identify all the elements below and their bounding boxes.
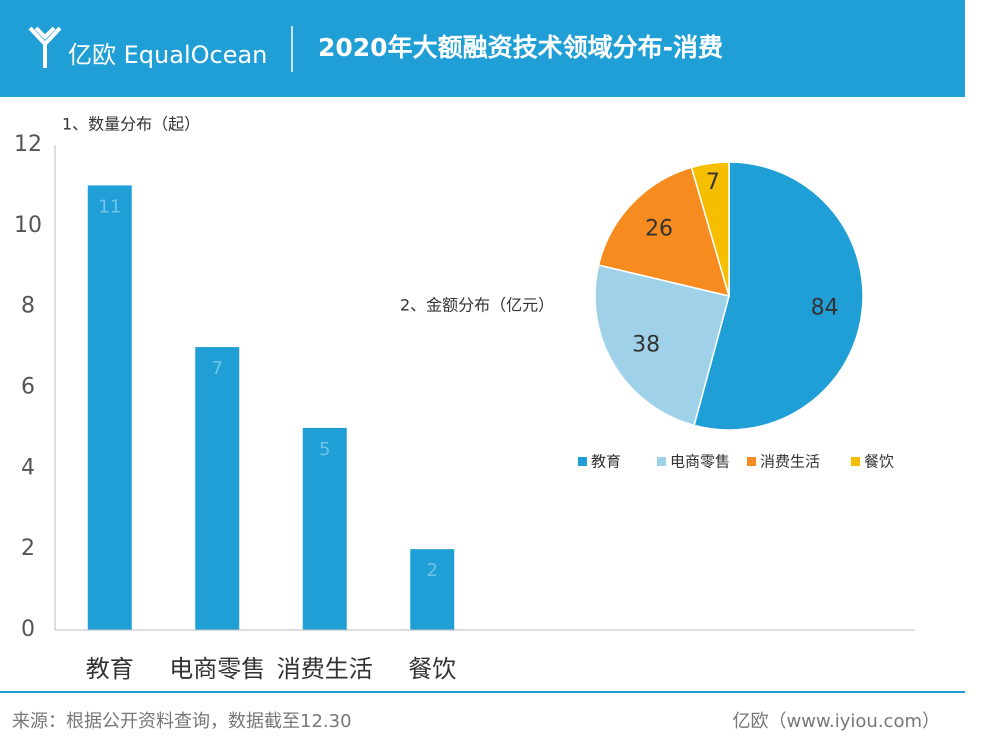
logo-text: 亿欧 EqualOcean	[68, 41, 267, 69]
pie-slice	[693, 161, 864, 431]
legend-label: 餐饮	[864, 453, 894, 471]
pie-slice	[594, 264, 730, 427]
slice-label: 38	[632, 332, 660, 357]
y-tick-label: 4	[21, 455, 35, 480]
slice-label: 84	[811, 296, 839, 321]
legend-swatch	[657, 457, 666, 466]
bar	[302, 427, 347, 630]
header-bar	[0, 0, 965, 97]
logo-icon	[28, 26, 62, 68]
y-tick-label: 10	[14, 213, 42, 238]
bar-value-label: 11	[98, 196, 121, 217]
x-tick-label: 消费生活	[277, 655, 373, 683]
y-tick-label: 0	[21, 617, 35, 642]
x-tick-label: 教育	[86, 655, 134, 683]
y-tick-label: 12	[14, 132, 42, 157]
bar	[87, 185, 132, 630]
pie-slice	[597, 166, 731, 298]
y-tick-label: 6	[21, 375, 35, 400]
legend-swatch	[578, 457, 587, 466]
x-tick-label: 餐饮	[408, 655, 456, 683]
y-tick-label: 2	[21, 536, 35, 561]
slice-label: 26	[645, 217, 673, 242]
bar-value-label: 2	[427, 560, 438, 581]
legend-swatch	[851, 457, 860, 466]
slice-label: 7	[706, 170, 720, 195]
bar-value-label: 7	[212, 358, 223, 379]
footer-source: 来源：根据公开资料查询，数据截至12.30	[12, 711, 352, 732]
legend-swatch	[747, 457, 756, 466]
y-tick-label: 8	[21, 294, 35, 319]
bar-value-label: 5	[319, 439, 330, 460]
legend-label: 消费生活	[760, 453, 820, 471]
bar	[195, 347, 240, 630]
x-tick-label: 电商零售	[169, 655, 265, 683]
bar	[410, 549, 455, 630]
pie-slice	[690, 161, 730, 297]
header-title: 2020年大额融资技术领域分布-消费	[318, 33, 723, 62]
legend-label: 教育	[591, 453, 621, 471]
bar-title: 1、数量分布（起）	[62, 115, 200, 134]
pie-title: 2、金额分布（亿元）	[400, 296, 554, 315]
footer-site: 亿欧（www.iyiou.com）	[733, 711, 940, 732]
legend-label: 电商零售	[670, 453, 730, 471]
